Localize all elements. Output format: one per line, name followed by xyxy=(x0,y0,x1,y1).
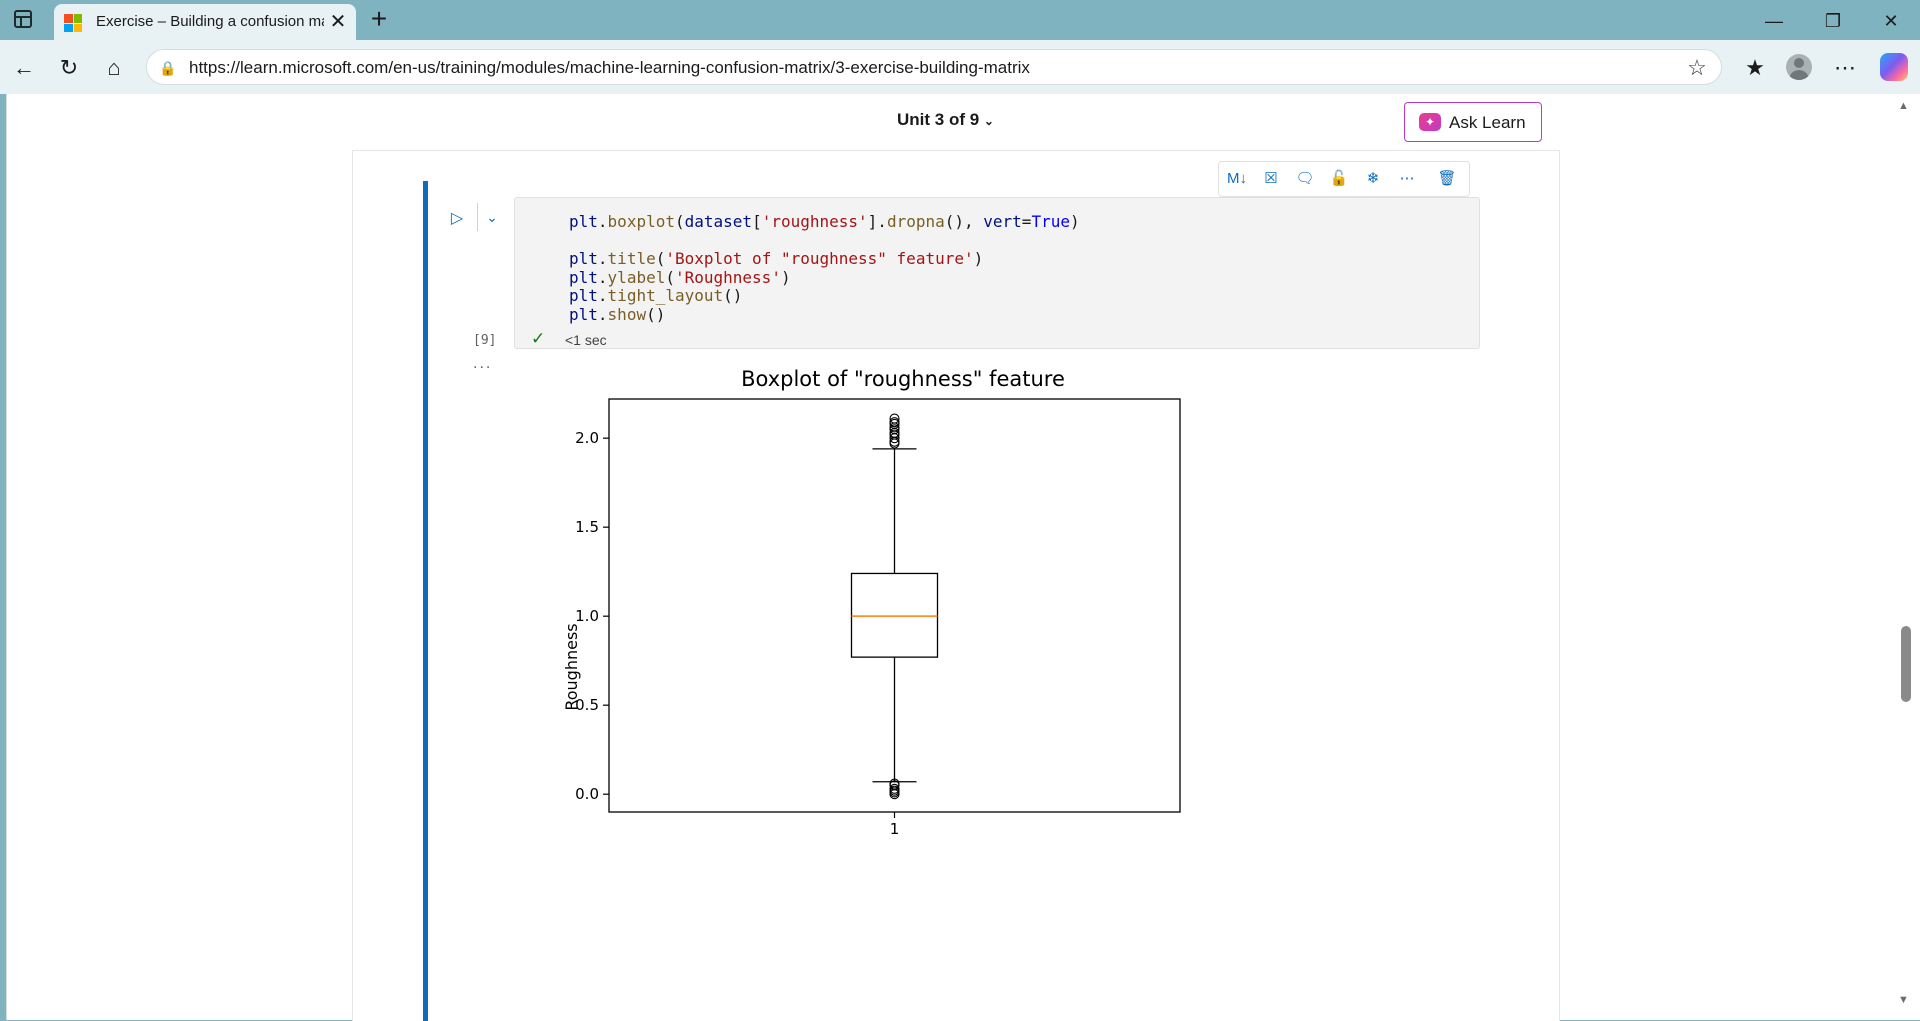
back-icon[interactable]: ← xyxy=(13,55,35,80)
browser-tab[interactable]: Exercise – Building a confusion matrix ✕ xyxy=(54,4,356,40)
markdown-toggle-button[interactable]: M↓ xyxy=(1227,170,1247,187)
unit-nav-label: Unit 3 of 9 xyxy=(897,110,980,129)
minimize-icon[interactable]: — xyxy=(1765,11,1783,31)
more-icon[interactable]: ⋯ xyxy=(1834,55,1856,80)
clear-output-icon[interactable]: ☒ xyxy=(1264,170,1278,187)
add-comment-icon[interactable]: 🗨 xyxy=(1295,170,1315,187)
execution-count: [9] xyxy=(473,333,497,348)
new-tab-button[interactable]: + xyxy=(370,3,388,34)
output-more-button[interactable]: ... xyxy=(473,355,493,372)
active-cell-indicator xyxy=(423,181,428,1021)
scroll-up-icon[interactable]: ▲ xyxy=(1898,100,1909,112)
home-icon[interactable]: ⌂ xyxy=(107,55,121,80)
url-field[interactable]: 🔒 https://learn.microsoft.com/en-us/trai… xyxy=(146,49,1722,85)
close-icon[interactable]: ✕ xyxy=(1883,11,1899,31)
refresh-icon[interactable]: ↻ xyxy=(59,55,79,80)
address-bar-area: ← ↻ ⌂ 🔒 https://learn.microsoft.com/en-u… xyxy=(0,40,1920,94)
tab-close-icon[interactable]: ✕ xyxy=(329,11,347,33)
delete-cell-icon[interactable]: 🗑 xyxy=(1437,170,1457,187)
tab-actions-icon[interactable] xyxy=(14,10,32,28)
page-content: Unit 3 of 9 ⌄ ✦ Ask Learn M↓ ☒ 🗨 🔓 ❄ ⋯ 🗑… xyxy=(6,94,1901,1021)
execution-time: <1 sec xyxy=(565,332,607,348)
code-line-5: plt.show() xyxy=(569,305,666,324)
outlier-point xyxy=(889,778,900,789)
y-tick-label: 0.0 xyxy=(575,785,599,803)
lock-cell-icon[interactable]: 🔓 xyxy=(1329,170,1349,187)
chevron-down-icon[interactable]: ⌄ xyxy=(486,209,498,225)
cell-toolbar: M↓ ☒ 🗨 🔓 ❄ ⋯ 🗑 xyxy=(1218,161,1470,197)
chevron-down-icon: ⌄ xyxy=(983,114,994,128)
code-editor[interactable]: plt.boxplot(dataset['roughness'].dropna(… xyxy=(514,197,1480,349)
ask-learn-icon: ✦ xyxy=(1419,113,1441,131)
y-axis-label: Roughness xyxy=(562,623,581,710)
code-line-3: plt.ylabel('Roughness') xyxy=(569,268,791,287)
favorites-icon[interactable]: ★ xyxy=(1745,55,1765,80)
code-line-4: plt.tight_layout() xyxy=(569,286,743,305)
y-tick-label: 0.5 xyxy=(575,696,599,714)
url-text[interactable]: https://learn.microsoft.com/en-us/traini… xyxy=(189,58,1030,77)
run-cell-icon[interactable]: ▷ xyxy=(450,210,464,227)
y-tick-label: 2.0 xyxy=(575,429,599,447)
success-check-icon: ✓ xyxy=(531,329,546,348)
microsoft-logo-icon xyxy=(64,14,82,32)
outlier-point xyxy=(889,413,900,424)
ask-learn-label: Ask Learn xyxy=(1449,113,1526,132)
code-line-1: plt.boxplot(dataset['roughness'].dropna(… xyxy=(569,212,1080,231)
y-tick-label: 1.5 xyxy=(575,518,599,536)
run-divider xyxy=(477,203,478,231)
unit-navigation[interactable]: Unit 3 of 9 ⌄ xyxy=(897,110,994,130)
chart-title: Boxplot of "roughness" feature xyxy=(741,367,1065,391)
scrollbar[interactable] xyxy=(1896,94,1920,1020)
code-line-2: plt.title('Boxplot of "roughness" featur… xyxy=(569,249,984,268)
notebook: M↓ ☒ 🗨 🔓 ❄ ⋯ 🗑 ▷ ⌄ plt.boxplot(dataset['… xyxy=(352,150,1560,1021)
restore-icon[interactable]: ❐ xyxy=(1824,11,1842,31)
favorite-star-icon[interactable]: ☆ xyxy=(1687,55,1707,80)
tab-title: Exercise – Building a confusion matrix xyxy=(96,13,324,30)
boxplot-chart: Boxplot of "roughness" feature Roughness… xyxy=(562,367,1181,838)
x-tick-label: 1 xyxy=(890,820,900,838)
copilot-icon[interactable] xyxy=(1880,53,1908,81)
profile-avatar[interactable] xyxy=(1786,54,1812,80)
scrollbar-thumb[interactable] xyxy=(1901,626,1911,702)
scroll-down-icon[interactable]: ▼ xyxy=(1898,994,1909,1006)
more-actions-icon[interactable]: ⋯ xyxy=(1399,170,1415,187)
outlier-point xyxy=(889,417,900,428)
title-bar: Exercise – Building a confusion matrix ✕… xyxy=(0,0,1920,40)
outlier-point xyxy=(889,783,900,794)
freeze-cell-icon[interactable]: ❄ xyxy=(1366,170,1380,187)
lock-icon[interactable]: 🔒 xyxy=(159,60,177,76)
y-tick-label: 1.0 xyxy=(575,607,599,625)
iqr-box xyxy=(850,572,939,658)
ask-learn-button[interactable]: ✦ Ask Learn xyxy=(1404,102,1542,142)
